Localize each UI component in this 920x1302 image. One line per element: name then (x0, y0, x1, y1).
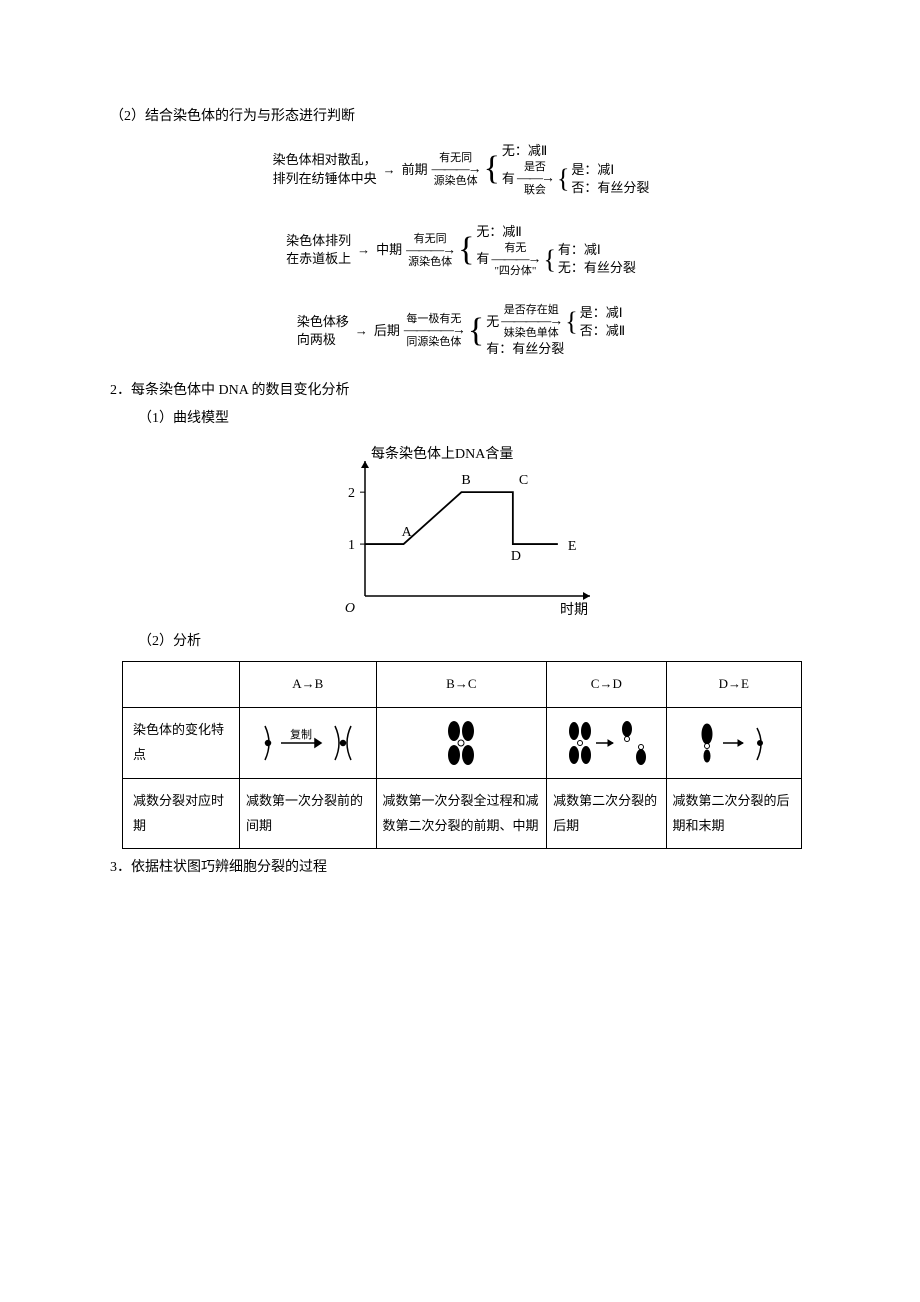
flow2-r2: 无：有丝分裂 (558, 259, 636, 277)
heading-item-2: 2．每条染色体中 DNA 的数目变化分析 (110, 380, 810, 402)
cell-cd-text: 减数第二次分裂的后期 (547, 778, 666, 848)
row2-label: 减数分裂对应时期 (123, 778, 240, 848)
table-row-chromosome-change: 染色体的变化特点 复制 (123, 707, 802, 778)
flow3-no: 无 (486, 313, 499, 331)
flow3-nr2: 否：减Ⅱ (580, 322, 625, 340)
chromosome-x-icon (436, 718, 486, 768)
th-de: D→E (666, 662, 801, 708)
flow3-start-l2: 向两极 (297, 331, 349, 349)
cell-cd-icon (547, 707, 666, 778)
svg-text:1: 1 (348, 538, 355, 553)
flow3-start-l1: 染色体移 (297, 313, 349, 331)
chromosome-split-icon (561, 718, 651, 768)
th-cd: C→D (547, 662, 666, 708)
cell-ab-text: 减数第一次分裂前的间期 (240, 778, 377, 848)
th-bc: B→C (376, 662, 547, 708)
th-blank (123, 662, 240, 708)
subheading-2: （2）结合染色体的行为与形态进行判断 (110, 106, 810, 128)
replication-label: 复制 (290, 727, 312, 741)
th-ab: A→B (240, 662, 377, 708)
cell-bc-text: 减数第一次分裂全过程和减数第二次分裂的前期、中期 (376, 778, 547, 848)
flow3-yes: 有：有丝分裂 (486, 340, 625, 358)
chromosome-replication-icon: 复制 (253, 718, 363, 768)
dna-per-chromosome-chart: 1 2 O 每条染色体上DNA含量时期 A B C D E (110, 441, 810, 621)
cell-de-icon (666, 707, 801, 778)
cell-ab-icon: 复制 (240, 707, 377, 778)
table-row-meiosis-phase: 减数分裂对应时期 减数第一次分裂前的间期 减数第一次分裂全过程和减数第二次分裂的… (123, 778, 802, 848)
svg-text:D: D (511, 549, 521, 564)
svg-text:O: O (345, 601, 355, 616)
flow2-yes: 有 (476, 250, 489, 268)
flow1-r1: 是：减Ⅰ (571, 161, 649, 179)
svg-text:C: C (519, 473, 528, 488)
heading-item-3: 3．依据柱状图巧辨细胞分裂的过程 (110, 857, 810, 879)
table-row-header: A→B B→C C→D D→E (123, 662, 802, 708)
subheading-curve: （1）曲线模型 (138, 408, 810, 430)
flow3-cond-bot: 同源染色体 (406, 336, 461, 348)
flow2-start-l2: 在赤道板上 (286, 250, 351, 268)
flow2-start-l1: 染色体排列 (286, 232, 351, 250)
flow2-yes-bot: "四分体" (494, 265, 536, 277)
subheading-analysis: （2）分析 (138, 631, 810, 653)
flow1-start-l1: 染色体相对散乱， (273, 151, 377, 169)
flow1-start-l2: 排列在纺锤体中央 (273, 170, 377, 188)
flow-diagram-metaphase: 染色体排列 在赤道板上 → 中期 有无同 ———→ 源染色体 { 无：减Ⅱ 有 … (110, 219, 810, 282)
flow2-cond-bot: 源染色体 (408, 256, 452, 268)
flow1-yes-bot: 联会 (524, 184, 546, 196)
svg-text:每条染色体上DNA含量: 每条染色体上DNA含量 (371, 445, 513, 462)
svg-text:B: B (461, 473, 470, 488)
flow3-phase: 后期 (374, 322, 400, 340)
flow1-phase: 前期 (402, 161, 428, 179)
flow1-cond-bot: 源染色体 (434, 175, 478, 187)
flow3-nr1: 是：减Ⅰ (580, 304, 625, 322)
row1-label: 染色体的变化特点 (123, 707, 240, 778)
flow2-r1: 有：减Ⅰ (558, 241, 636, 259)
flow1-yes: 有 (502, 170, 515, 188)
flow2-no: 无：减Ⅱ (476, 223, 636, 241)
svg-text:2: 2 (348, 486, 355, 501)
flow-diagram-prophase: 染色体相对散乱， 排列在纺锤体中央 → 前期 有无同 ———→ 源染色体 { 无… (110, 138, 810, 201)
chromosome-single-icon (689, 718, 779, 768)
flow1-no: 无：减Ⅱ (502, 142, 650, 160)
cell-bc-icon (376, 707, 547, 778)
svg-text:时期: 时期 (560, 602, 588, 618)
flow3-no-bot: 妹染色单体 (504, 327, 559, 339)
analysis-table: A→B B→C C→D D→E 染色体的变化特点 复制 (122, 661, 802, 849)
svg-text:A: A (402, 525, 413, 540)
svg-text:E: E (568, 539, 577, 554)
flow-diagram-anaphase: 染色体移 向两极 → 后期 每一极有无 ————→ 同源染色体 { 无 是否存在… (110, 300, 810, 363)
flow2-phase: 中期 (376, 241, 402, 259)
cell-de-text: 减数第二次分裂的后期和末期 (666, 778, 801, 848)
flow1-r2: 否：有丝分裂 (571, 179, 649, 197)
